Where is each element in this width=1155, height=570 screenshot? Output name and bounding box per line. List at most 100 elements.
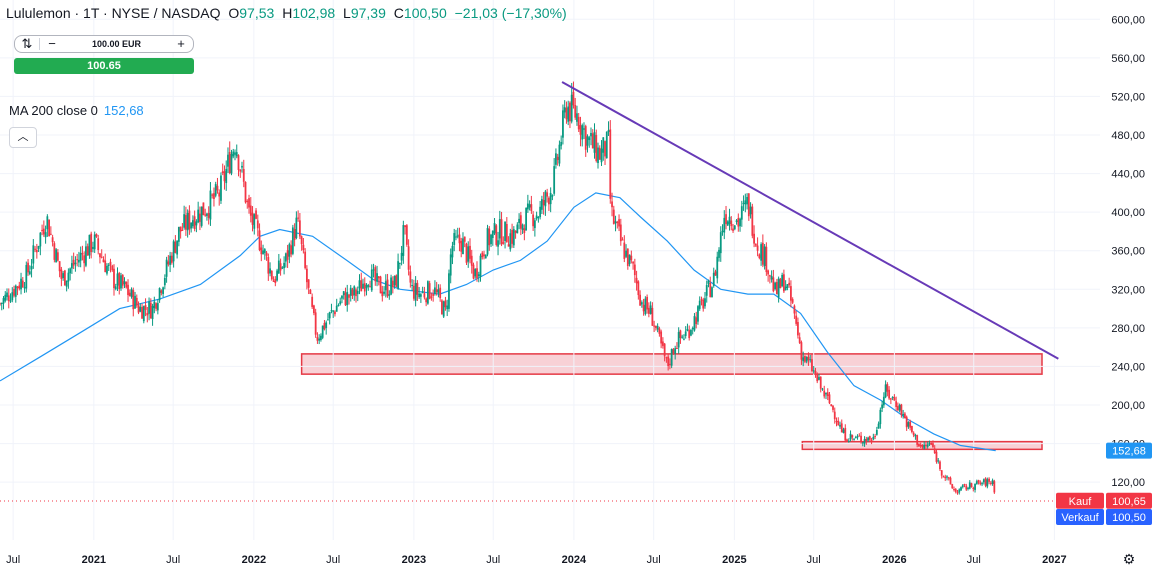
candle-body (7, 295, 10, 302)
indicator-legend[interactable]: MA 200 close 0 152,68 (9, 103, 144, 118)
candle-body (956, 492, 959, 494)
candle-body (656, 325, 659, 330)
candle-body (754, 243, 757, 246)
candle-body (376, 273, 378, 282)
candle-body (700, 299, 703, 301)
candle-body (663, 343, 666, 357)
quantity-stepper[interactable]: ⇅ − 100.00 EUR + (14, 35, 194, 53)
candle-body (325, 322, 328, 328)
candle-body (683, 338, 685, 340)
candle-body (56, 252, 59, 261)
candle-body (255, 210, 257, 219)
candle-body (9, 300, 12, 302)
candle-body (193, 216, 196, 229)
candle-body (220, 175, 222, 201)
y-axis[interactable]: 600,00 560,00 520,00 480,00 440,00 400,00 360,… (1111, 14, 1145, 489)
candle-body (48, 219, 51, 237)
candle-body (549, 192, 552, 205)
candle-body (127, 284, 129, 296)
candle-body (53, 243, 56, 260)
candle-body (97, 238, 100, 251)
candle-body (218, 192, 221, 197)
candle-body (179, 226, 182, 232)
candle-body (900, 404, 903, 416)
ma200-line (0, 192, 996, 452)
candle-body (206, 213, 208, 216)
candle-body (79, 252, 82, 261)
candle-body (13, 289, 15, 296)
candle-body (265, 252, 268, 256)
buy-button[interactable]: 100.65 (14, 58, 194, 74)
candle-body (83, 255, 86, 264)
trendline-layer[interactable] (561, 81, 1059, 360)
candle-body (735, 220, 738, 222)
candle-body (532, 214, 535, 227)
y-tick-label: 400,00 (1111, 207, 1145, 219)
candle-body (11, 292, 14, 301)
candle-body (919, 444, 922, 447)
candle-body (586, 136, 589, 146)
candle-body (747, 193, 750, 217)
candle-body (740, 206, 743, 220)
candle-body (232, 151, 235, 157)
candle-body (116, 273, 119, 286)
candle-body (230, 154, 233, 174)
candle-body (341, 295, 343, 299)
collapse-chevron-up-icon[interactable]: ︿ (9, 127, 37, 148)
candle-body (114, 286, 117, 290)
candle-body (295, 217, 298, 239)
candle-body (530, 204, 533, 212)
candle-body (874, 435, 876, 437)
low-value: 97,39 (350, 5, 386, 21)
candle-body (107, 264, 110, 266)
candle-body (153, 301, 156, 309)
candle-body (395, 275, 398, 287)
candle-body (826, 392, 829, 396)
close-label: C (393, 5, 404, 21)
candle-body (872, 436, 875, 440)
symbol-title[interactable]: Lululemon · 1T · NYSE / NASDAQ (6, 5, 221, 21)
candle-body (188, 210, 191, 230)
candle-body (227, 154, 229, 167)
x-axis[interactable]: Jul 2021 Jul 2022 Jul 2023 Jul 2024 Jul 2025 Jul 20… (6, 554, 1067, 566)
candle-body (744, 200, 747, 205)
candle-body (733, 225, 736, 230)
x-tick-label: 2027 (1042, 554, 1066, 566)
candle-body (469, 245, 471, 259)
x-tick-label: Jul (166, 554, 180, 566)
candle-body (893, 397, 896, 401)
candle-body (426, 281, 429, 304)
candle-body (402, 225, 405, 256)
candle-body (283, 262, 285, 269)
decrease-button[interactable]: − (48, 36, 56, 51)
candle-body (507, 244, 510, 247)
candle-body (416, 282, 419, 295)
candle-body (67, 272, 70, 282)
candle-body (565, 107, 568, 120)
candle-body (533, 220, 536, 229)
swap-icon[interactable]: ⇅ (21, 36, 33, 51)
candle-body (148, 301, 150, 314)
candle-body (202, 202, 205, 216)
candle-body (139, 306, 142, 312)
increase-button[interactable]: + (177, 36, 185, 51)
candle-body (921, 444, 924, 448)
candle-body (856, 436, 859, 438)
candle-body (262, 250, 264, 254)
candle-body (698, 300, 701, 309)
quantity-input[interactable]: 100.00 EUR (91, 39, 142, 49)
candle-body (363, 283, 366, 292)
candle-body (397, 261, 399, 289)
candle-body (267, 257, 270, 274)
settings-gear-icon[interactable]: ⚙ (1122, 551, 1136, 567)
candle-body (195, 221, 198, 226)
candle-body (81, 253, 84, 255)
x-tick-label: 2022 (242, 554, 266, 566)
candle-body (149, 302, 152, 319)
candle-body (742, 202, 745, 204)
candle-body (684, 331, 687, 336)
candle-body (846, 439, 848, 442)
candle-body (313, 305, 315, 314)
candle-body (412, 285, 415, 299)
